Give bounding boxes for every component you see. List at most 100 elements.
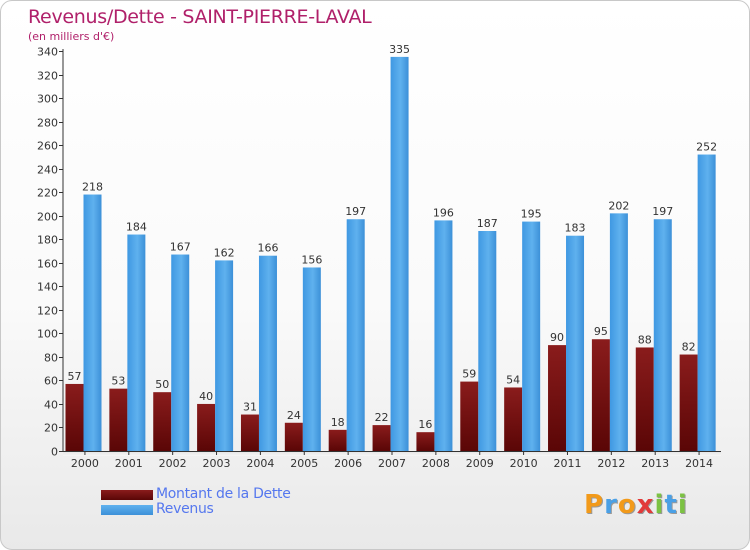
revenus-bar xyxy=(83,194,102,451)
x-tick-label: 2010 xyxy=(510,457,538,470)
debt-value-label: 18 xyxy=(331,416,345,429)
logo-letter: t xyxy=(664,490,678,520)
legend-label-revenus: Revenus xyxy=(156,501,214,517)
debt-bar xyxy=(591,339,610,451)
y-tick-label: 200 xyxy=(37,211,58,224)
y-tick-label: 320 xyxy=(37,70,58,83)
chart-subtitle: (en milliers d'€) xyxy=(28,30,115,43)
revenus-bar xyxy=(302,267,321,451)
revenus-bar xyxy=(478,231,497,451)
x-tick-label: 2007 xyxy=(378,457,406,470)
revenus-value-label: 195 xyxy=(521,208,542,221)
debt-bar xyxy=(240,414,259,451)
x-tick-label: 2002 xyxy=(159,457,187,470)
logo-letter: o xyxy=(617,490,637,520)
y-tick-label: 80 xyxy=(44,352,58,365)
x-tick-label: 2009 xyxy=(466,457,494,470)
logo-letter: x xyxy=(636,490,655,520)
debt-value-label: 88 xyxy=(638,333,652,346)
chart-labels: 57 218 2000 53 184 2001 50 167 2002 40 162 2003 31 16… xyxy=(68,43,718,470)
chart-bars xyxy=(65,56,716,451)
x-tick-label: 2005 xyxy=(290,457,318,470)
revenus-bar xyxy=(346,219,365,451)
revenus-bar xyxy=(697,154,716,451)
x-tick-label: 2000 xyxy=(71,457,99,470)
y-tick-label: 260 xyxy=(37,140,58,153)
x-tick-label: 2004 xyxy=(246,457,274,470)
debt-value-label: 22 xyxy=(375,411,389,424)
legend-swatch-debt xyxy=(101,490,153,500)
y-tick-label: 60 xyxy=(44,375,58,388)
debt-value-label: 16 xyxy=(418,418,432,431)
revenus-value-label: 156 xyxy=(301,253,322,266)
x-tick-label: 2011 xyxy=(553,457,581,470)
y-tick-label: 180 xyxy=(37,234,58,247)
revenus-value-label: 197 xyxy=(652,205,673,218)
debt-bar xyxy=(65,383,84,451)
debt-value-label: 53 xyxy=(111,375,125,388)
logo-letter: i xyxy=(677,490,688,520)
y-tick-label: 240 xyxy=(37,164,58,177)
revenus-value-label: 162 xyxy=(214,246,235,259)
x-tick-label: 2001 xyxy=(115,457,143,470)
revenus-value-label: 218 xyxy=(82,181,103,194)
logo-letter: i xyxy=(654,490,665,520)
revenus-value-label: 196 xyxy=(433,206,454,219)
proxiti-logo: Proxiti xyxy=(584,490,688,520)
debt-value-label: 54 xyxy=(506,373,520,386)
logo-letter: r xyxy=(604,490,618,520)
debt-value-label: 24 xyxy=(287,409,301,422)
x-tick-label: 2013 xyxy=(641,457,669,470)
debt-bar xyxy=(460,381,479,451)
debt-bar xyxy=(372,425,391,451)
revenus-value-label: 335 xyxy=(389,43,410,56)
revenus-bar xyxy=(566,235,585,451)
debt-value-label: 40 xyxy=(199,390,213,403)
y-tick-label: 0 xyxy=(51,446,58,459)
x-tick-label: 2014 xyxy=(685,457,713,470)
debt-bar xyxy=(416,432,435,451)
x-tick-label: 2008 xyxy=(422,457,450,470)
revenus-bar xyxy=(609,213,628,451)
chart-title: Revenus/Dette - SAINT-PIERRE-LAVAL xyxy=(28,6,372,28)
revenus-value-label: 166 xyxy=(257,242,278,255)
revenus-bar xyxy=(653,219,672,451)
debt-bar xyxy=(328,429,347,451)
debt-value-label: 57 xyxy=(68,370,82,383)
y-tick-label: 160 xyxy=(37,258,58,271)
revenus-bar xyxy=(390,56,409,451)
logo-letter: P xyxy=(584,490,605,520)
revenus-bar xyxy=(215,260,234,451)
revenus-bar xyxy=(522,221,541,451)
revenus-value-label: 252 xyxy=(696,141,717,154)
y-tick-label: 140 xyxy=(37,281,58,294)
revenus-value-label: 184 xyxy=(126,221,147,234)
revenus-value-label: 183 xyxy=(565,222,586,235)
y-tick-label: 120 xyxy=(37,305,58,318)
debt-bar xyxy=(109,388,128,451)
revenus-value-label: 197 xyxy=(345,205,366,218)
revenus-bar xyxy=(258,255,277,451)
y-tick-label: 20 xyxy=(44,422,58,435)
x-tick-label: 2012 xyxy=(597,457,625,470)
legend-swatch-revenus xyxy=(101,505,153,515)
debt-value-label: 50 xyxy=(155,378,169,391)
debt-bar xyxy=(153,392,172,451)
debt-value-label: 31 xyxy=(243,401,257,414)
debt-bar xyxy=(197,403,216,451)
x-tick-label: 2006 xyxy=(334,457,362,470)
x-tick-label: 2003 xyxy=(203,457,231,470)
revenus-value-label: 187 xyxy=(477,217,498,230)
y-tick-label: 280 xyxy=(37,117,58,130)
y-tick-label: 340 xyxy=(37,46,58,59)
y-tick-label: 40 xyxy=(44,399,58,412)
y-tick-label: 300 xyxy=(37,93,58,106)
debt-value-label: 82 xyxy=(682,341,696,354)
legend-label-debt: Montant de la Dette xyxy=(156,486,291,502)
y-tick-label: 220 xyxy=(37,187,58,200)
revenus-bar xyxy=(171,254,190,451)
debt-bar xyxy=(635,347,654,451)
debt-bar xyxy=(284,422,303,451)
